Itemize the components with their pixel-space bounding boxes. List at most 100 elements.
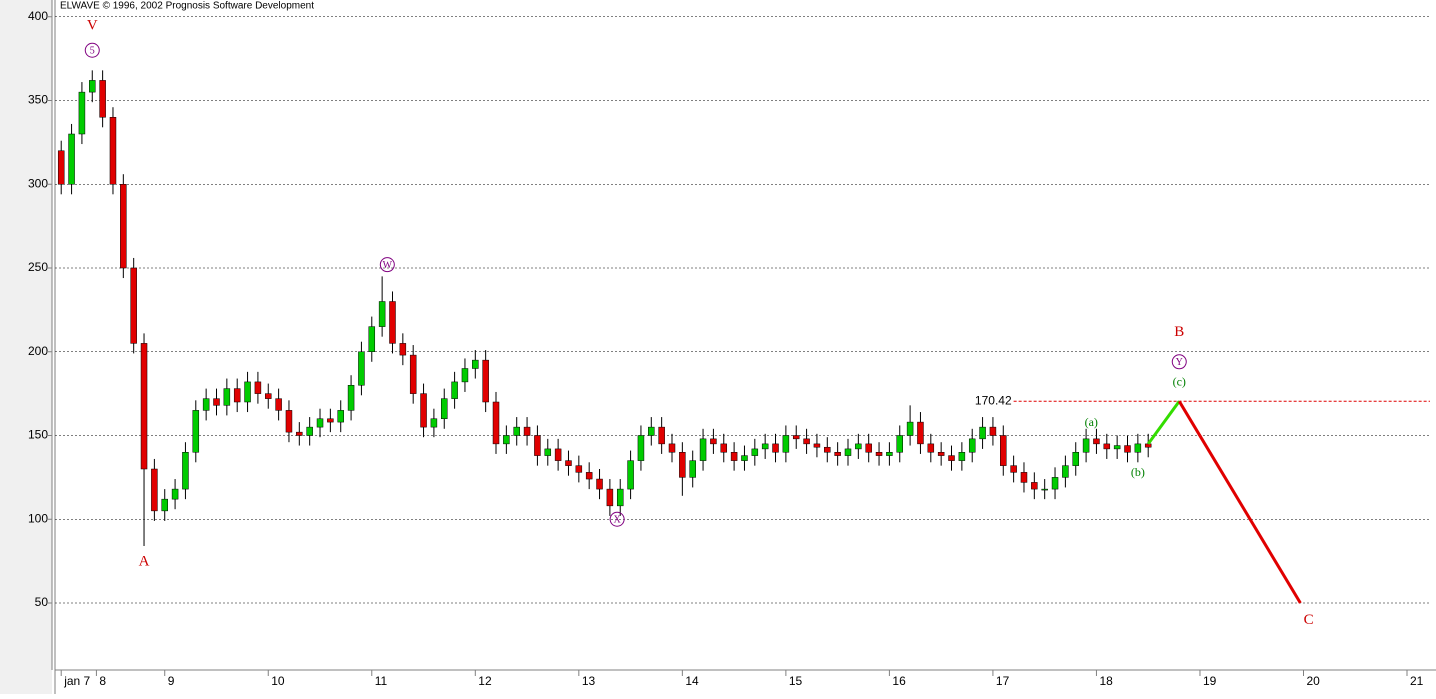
wave-circle bbox=[609, 511, 625, 527]
candle-body bbox=[1000, 435, 1007, 466]
y-tick-label: 150 bbox=[28, 428, 48, 442]
candle-body bbox=[1144, 443, 1152, 448]
y-tick-label: 100 bbox=[28, 511, 48, 525]
candle-body bbox=[772, 443, 779, 453]
candle-body bbox=[741, 455, 748, 461]
candle-body bbox=[886, 452, 893, 456]
candle-body bbox=[316, 418, 324, 428]
candle-body bbox=[596, 478, 603, 490]
candle-body bbox=[57, 150, 65, 185]
candle-body bbox=[855, 443, 862, 450]
x-tick-label: 12 bbox=[478, 674, 492, 688]
wave-label: A bbox=[139, 554, 150, 570]
candle-body bbox=[192, 410, 200, 453]
candle-body bbox=[627, 460, 634, 490]
candle-body bbox=[461, 368, 469, 383]
header: ELWAVE © 1996, 2002 Prognosis Software D… bbox=[60, 1, 314, 12]
candle-body bbox=[1020, 472, 1028, 483]
candle-body bbox=[710, 438, 717, 445]
candle-body bbox=[213, 398, 220, 406]
candle-body bbox=[1103, 443, 1111, 450]
candle-body bbox=[202, 398, 210, 411]
candle-body bbox=[782, 435, 790, 453]
candle-body bbox=[503, 435, 510, 445]
wave-label: C bbox=[1304, 612, 1314, 628]
candle-body bbox=[979, 426, 986, 440]
candle-body bbox=[472, 359, 479, 369]
candle-body bbox=[1093, 438, 1100, 445]
wave-label: X bbox=[614, 515, 622, 526]
candle-body bbox=[389, 301, 396, 344]
wave-label: (a) bbox=[1085, 415, 1098, 429]
candle-body bbox=[699, 438, 707, 461]
candle-body bbox=[751, 448, 759, 456]
wave-circle bbox=[379, 257, 395, 273]
candle-body bbox=[1031, 482, 1038, 490]
x-tick-label: 21 bbox=[1410, 674, 1424, 688]
candle-body bbox=[1041, 488, 1048, 491]
candle-body bbox=[803, 438, 810, 445]
candle-body bbox=[689, 460, 696, 478]
candle-body bbox=[761, 443, 769, 450]
candle-body bbox=[285, 410, 293, 433]
candle-body bbox=[109, 117, 117, 185]
candle-body bbox=[151, 468, 158, 512]
candle-body bbox=[1113, 445, 1121, 450]
wave-circle bbox=[1171, 354, 1187, 370]
x-tick-label: 20 bbox=[1306, 674, 1320, 688]
candle-body bbox=[730, 452, 738, 461]
x-tick-label: 14 bbox=[685, 674, 699, 688]
candle-body bbox=[720, 443, 728, 453]
x-tick-label: jan 7 bbox=[63, 674, 90, 688]
y-tick-label: 50 bbox=[35, 595, 49, 609]
y-tick-label: 200 bbox=[28, 344, 48, 358]
candle-body bbox=[430, 418, 438, 428]
candle-body bbox=[534, 435, 541, 456]
candle-body bbox=[275, 398, 282, 411]
candle-body bbox=[554, 448, 562, 461]
y-tick-label: 250 bbox=[28, 260, 48, 274]
wave-label: 5 bbox=[90, 46, 95, 57]
candle-body bbox=[347, 385, 355, 411]
candle-body bbox=[482, 359, 489, 403]
candle-body bbox=[89, 80, 96, 93]
candle-body bbox=[140, 343, 148, 470]
candle-body bbox=[906, 421, 914, 436]
candle-body bbox=[875, 452, 883, 456]
candle-body bbox=[1051, 477, 1059, 490]
x-tick-label: 11 bbox=[375, 674, 388, 688]
candle-body bbox=[792, 435, 800, 440]
x-tick-label: 16 bbox=[892, 674, 906, 688]
candle-body bbox=[1124, 445, 1131, 453]
candle-body bbox=[575, 465, 583, 473]
candle-body bbox=[844, 448, 852, 456]
candle-body bbox=[958, 452, 966, 461]
candle-body bbox=[78, 91, 86, 135]
y-tick-label: 300 bbox=[28, 176, 48, 190]
y-axis-panel bbox=[0, 0, 52, 694]
candle-body bbox=[233, 388, 241, 403]
candle-body bbox=[327, 418, 334, 423]
candle-body bbox=[968, 438, 976, 453]
wave-label: V bbox=[87, 18, 98, 34]
candle-body bbox=[523, 426, 531, 436]
x-tick-label: 15 bbox=[789, 674, 803, 688]
candle-body bbox=[306, 426, 313, 436]
candle-body bbox=[440, 398, 448, 419]
wave-label: (c) bbox=[1173, 375, 1186, 389]
candle-body bbox=[130, 267, 137, 344]
candle-body bbox=[358, 351, 365, 386]
candle-body bbox=[68, 133, 75, 185]
candle-body bbox=[265, 393, 272, 399]
candle-body bbox=[409, 354, 417, 394]
candle-body bbox=[648, 426, 655, 436]
candle-body bbox=[606, 488, 614, 507]
candle-body bbox=[161, 498, 168, 512]
candle-body bbox=[399, 343, 407, 356]
wave-label: B bbox=[1174, 324, 1184, 340]
candle-body bbox=[658, 426, 665, 445]
x-tick-label: 19 bbox=[1203, 674, 1217, 688]
candle-body bbox=[1134, 443, 1142, 453]
candle-body bbox=[120, 184, 127, 269]
